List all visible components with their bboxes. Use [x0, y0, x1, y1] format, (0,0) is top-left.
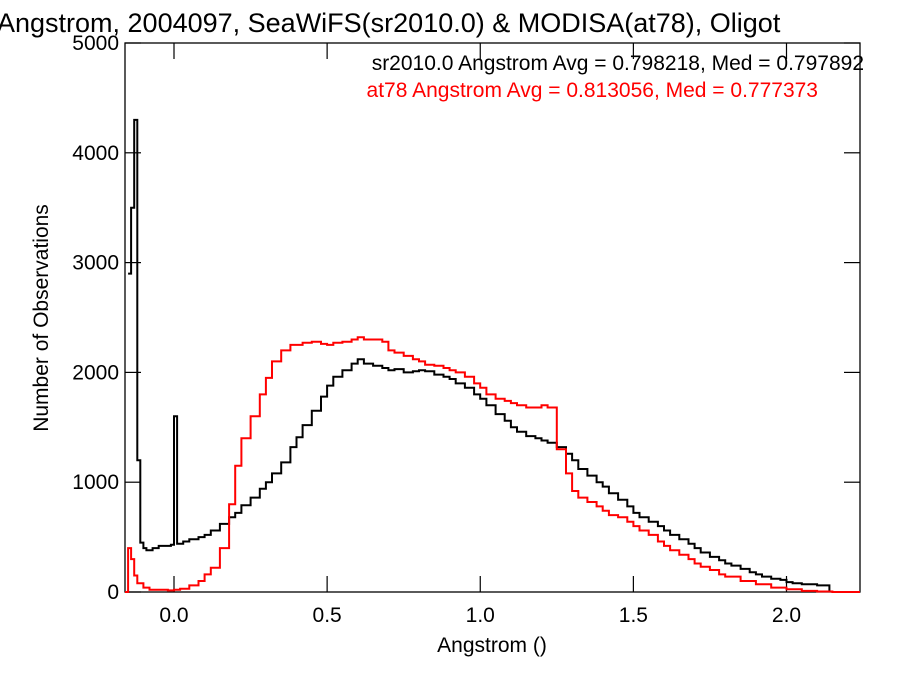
legend-annotation-modisa: at78 Angstrom Avg = 0.813056, Med = 0.77… [367, 79, 818, 102]
plot-frame [124, 42, 861, 593]
x-tick-label: 1.5 [619, 604, 648, 627]
y-tick-label: 4000 [72, 142, 119, 165]
legend-annotation-seawifs: sr2010.0 Angstrom Avg = 0.798218, Med = … [372, 52, 864, 75]
series-line-seawifs [128, 118, 831, 592]
y-tick-label: 3000 [72, 252, 119, 275]
series-line-modisa [125, 336, 860, 593]
y-axis-ticks: 0 1000 2000 3000 4000 5000 [72, 32, 860, 604]
y-tick-label: 2000 [72, 361, 119, 384]
series-layer [125, 118, 860, 593]
chart-title: Angstrom, 2004097, SeaWiFS(sr2010.0) & M… [0, 8, 781, 38]
y-axis-title: Number of Observations [30, 204, 53, 432]
x-tick-label: 0.5 [313, 604, 342, 627]
x-axis-ticks: 0.0 0.5 1.0 1.5 2.0 [159, 43, 801, 627]
y-tick-label: 0 [107, 581, 119, 604]
y-tick-label: 5000 [72, 32, 119, 55]
y-tick-label: 1000 [72, 471, 119, 494]
x-tick-label: 2.0 [772, 604, 801, 627]
x-tick-label: 1.0 [466, 604, 495, 627]
x-axis-title: Angstrom () [437, 634, 547, 657]
x-tick-label: 0.0 [159, 604, 188, 627]
